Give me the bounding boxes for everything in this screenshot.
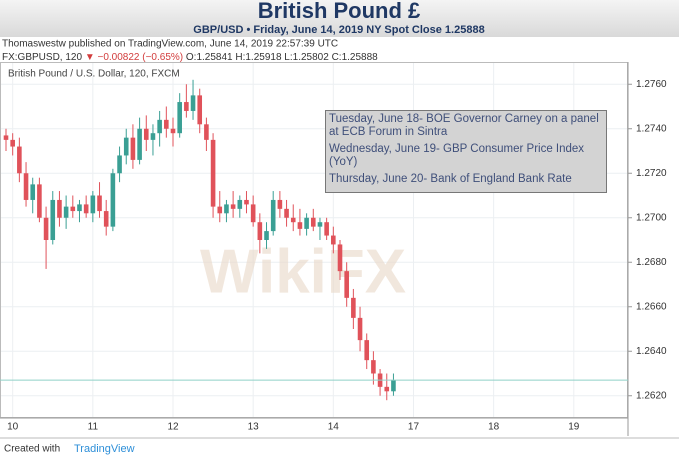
candle-body <box>250 204 256 223</box>
candle-body <box>237 199 243 209</box>
candle-body <box>10 139 15 147</box>
event-note: Tuesday, June 18- BOE Governor Carney on… <box>325 110 607 193</box>
candle-body <box>257 222 263 240</box>
candle-body <box>324 222 329 236</box>
candle-body <box>297 222 303 229</box>
candle-body <box>317 222 323 227</box>
x-tick-label: 13 <box>248 422 260 433</box>
candle-body <box>30 184 36 200</box>
candle-body <box>170 128 176 134</box>
event: Tuesday, June 18- BOE Governor Carney on… <box>329 113 599 138</box>
x-tick-label: 12 <box>167 422 179 433</box>
candle-body <box>43 217 49 240</box>
header-band <box>0 0 679 37</box>
candle-body <box>97 195 102 212</box>
candle-body <box>23 173 29 200</box>
subtitle: GBP/USD • Friday, June 14, 2019 NY Spot … <box>193 24 484 36</box>
x-tick-label: 17 <box>408 422 420 433</box>
candle-body <box>137 128 142 160</box>
candle-body <box>331 235 336 245</box>
y-tick-label: 1.2640 <box>636 346 667 357</box>
candle-body <box>130 137 136 160</box>
x-tick-label: 14 <box>328 422 340 433</box>
x-tick-label: 18 <box>488 422 500 433</box>
candle-body <box>244 199 249 205</box>
watermark: WikiFX <box>200 237 406 306</box>
candle-body <box>57 199 62 218</box>
footer-text: Created with <box>4 444 60 455</box>
candle-body <box>290 217 296 223</box>
event: Wednesday, June 19- GBP Consumer Price I… <box>329 143 585 168</box>
candle-body <box>103 211 109 227</box>
candle-body <box>177 102 182 134</box>
candle-body <box>270 199 276 232</box>
candle-body <box>357 317 363 341</box>
y-tick-label: 1.2660 <box>636 301 667 312</box>
candle-body <box>37 184 42 218</box>
y-tick-label: 1.2620 <box>636 390 667 401</box>
candle-body <box>344 271 349 298</box>
candle-body <box>204 124 209 140</box>
y-tick-label: 1.2680 <box>636 257 667 268</box>
x-tick-label: 19 <box>568 422 580 433</box>
title: British Pound £ <box>258 0 421 23</box>
candle-body <box>197 95 203 125</box>
footer-brand: TradingView <box>74 443 135 455</box>
candle-body <box>224 204 229 214</box>
candle-body <box>371 360 376 374</box>
candle-body <box>217 206 223 214</box>
y-tick-label: 1.2700 <box>636 212 667 223</box>
change: ▼ −0.00822 (−0.65%) <box>85 52 186 63</box>
candle-body <box>351 297 356 318</box>
candle-body <box>70 206 76 212</box>
y-tick-label: 1.2720 <box>636 168 667 179</box>
symbol: FX:GBPUSD, 120 <box>2 52 85 63</box>
ohlc: O:1.25841 H:1.25918 L:1.25802 C:1.25888 <box>186 52 378 63</box>
candle-body <box>210 139 216 207</box>
candle-body <box>83 204 89 214</box>
event: Thursday, June 20- Bank of England Bank … <box>329 173 572 185</box>
instrument-label: British Pound / U.S. Dollar, 120, FXCM <box>8 69 180 80</box>
symbol-line: FX:GBPUSD, 120 ▼ −0.00822 (−0.65%) O:1.2… <box>2 52 378 63</box>
candle-body <box>190 95 196 111</box>
candle-body <box>143 128 149 140</box>
candle-body <box>304 217 309 229</box>
candle-body <box>110 173 116 227</box>
candle-body <box>264 231 269 240</box>
candle-body <box>164 119 169 129</box>
candle-body <box>384 386 390 392</box>
candle-body <box>63 206 69 218</box>
candle-body <box>90 195 96 214</box>
candle-body <box>310 217 316 227</box>
candle-body <box>77 204 82 212</box>
x-tick-label: 10 <box>7 422 19 433</box>
candle-body <box>277 199 283 209</box>
candle-body <box>117 155 122 174</box>
candle-body <box>3 135 9 140</box>
y-tick-label: 1.2740 <box>636 123 667 134</box>
candle-body <box>284 208 289 218</box>
candle-body <box>230 204 236 209</box>
candle-body <box>150 133 156 140</box>
candle-body <box>337 244 343 272</box>
x-tick-label: 11 <box>88 422 99 433</box>
candle-body <box>184 102 189 111</box>
candle-body <box>50 199 56 240</box>
candle-body <box>157 119 162 134</box>
candle-body <box>123 137 129 156</box>
y-tick-label: 1.2760 <box>636 79 667 90</box>
candle-body <box>391 380 396 392</box>
candle-body <box>364 340 370 361</box>
publisher-line: Thomaswestw published on TradingView.com… <box>2 39 338 50</box>
grid <box>0 62 628 418</box>
candle-body <box>17 146 22 174</box>
